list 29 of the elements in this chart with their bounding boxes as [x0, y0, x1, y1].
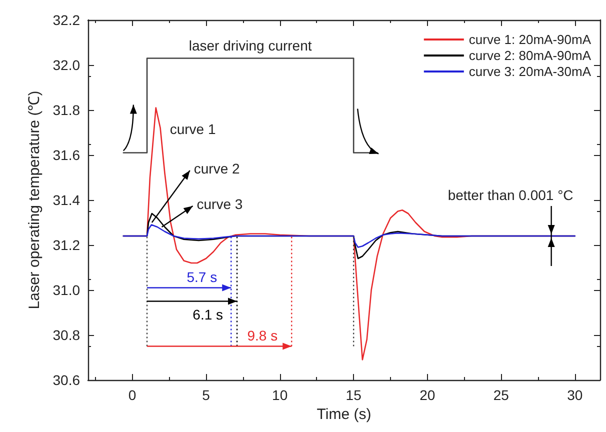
legend-label: curve 2: 80mA-90mA — [468, 48, 592, 63]
annotation: 9.8 s — [247, 327, 278, 344]
annotation: 6.1 s — [192, 306, 224, 322]
annotation: 5.7 s — [186, 268, 218, 285]
y-tick-label: 32.2 — [52, 12, 80, 28]
y-tick-label: 32.0 — [52, 57, 80, 73]
annotation: better than 0.001 °C — [448, 187, 574, 203]
y-tick-label: 31.2 — [52, 237, 80, 253]
y-tick-label: 31.8 — [52, 102, 80, 118]
x-tick-label: 10 — [272, 387, 288, 403]
annotation: curve 2 — [194, 160, 240, 176]
y-axis-title: Laser operating temperature (℃) — [26, 90, 43, 310]
y-tick-label: 31.4 — [52, 192, 80, 208]
x-tick-label: 25 — [493, 387, 510, 403]
y-tick-label: 31.0 — [52, 282, 80, 298]
annotation: curve 1 — [170, 120, 216, 137]
x-tick-label: 0 — [128, 387, 136, 403]
y-tick-label: 30.8 — [52, 327, 80, 343]
x-tick-label: 15 — [346, 387, 362, 403]
x-axis-title: Time (s) — [316, 406, 372, 423]
x-tick-label: 20 — [420, 387, 436, 403]
legend-label: curve 1: 20mA-90mA — [468, 32, 592, 47]
y-tick-label: 31.6 — [52, 147, 80, 163]
annotation: laser driving current — [188, 37, 312, 54]
y-tick-label: 30.6 — [52, 372, 80, 388]
annotation: curve 3 — [196, 196, 243, 212]
x-tick-label: 5 — [202, 387, 210, 403]
x-tick-label: 30 — [567, 387, 583, 403]
legend-label: curve 3: 20mA-30mA — [468, 64, 592, 79]
